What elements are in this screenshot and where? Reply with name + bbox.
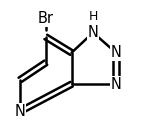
Text: H: H: [89, 10, 98, 23]
Text: Br: Br: [38, 11, 54, 26]
Text: N: N: [15, 104, 25, 119]
Text: N: N: [111, 77, 121, 92]
Text: N: N: [88, 25, 99, 40]
Text: N: N: [111, 45, 121, 60]
